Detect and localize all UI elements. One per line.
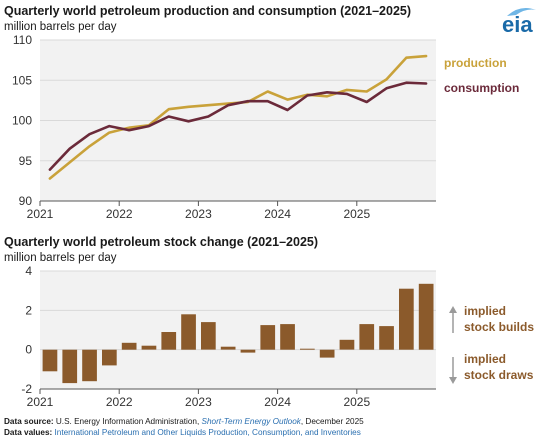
chart1-y-tick-label: 100: [12, 114, 32, 128]
chart2-x-tick-label: 2021: [27, 395, 54, 409]
chart2-y-axis: -2 0 2 4: [21, 264, 32, 396]
chart2-unit-label: million barrels per day: [4, 252, 117, 264]
annotation-builds: implied stock builds: [449, 304, 534, 334]
bar-2025Q2: [379, 326, 394, 350]
bar-2025Q3: [399, 288, 414, 350]
chart2-x-axis: 2021 2022 2023 2024 2025: [27, 388, 436, 409]
chart1-y-tick-label: 105: [12, 73, 32, 87]
chart2-y-tick-label: -2: [21, 382, 32, 396]
chart1-series: [48, 54, 428, 180]
bar-2022Q2: [141, 345, 157, 350]
chart2-x-tick-label: 2025: [343, 395, 370, 409]
source-text: U.S. Energy Information Administration,: [53, 417, 202, 426]
series-line-consumption: [48, 81, 428, 171]
bar-2022Q3: [161, 332, 177, 350]
chart2-plot-area: [40, 271, 436, 389]
bar-2025Q1: [359, 324, 375, 350]
legend-production: production: [444, 56, 507, 70]
eia-logo-swoosh: [507, 8, 536, 16]
bar-2021Q2: [62, 349, 78, 384]
chart1-y-axis: 90 95 100 105 110: [12, 33, 32, 208]
chart1-unit-label: million barrels per day: [4, 21, 117, 33]
eia-logo: eia: [502, 8, 536, 37]
chart1-x-tick-label: 2024: [264, 207, 291, 221]
eia-logo-text: eia: [502, 12, 533, 37]
chart2-x-tick-label: 2022: [106, 395, 133, 409]
source-date: , December 2025: [300, 417, 364, 426]
source-link[interactable]: Short-Term Energy Outlook: [201, 417, 301, 426]
up-arrowhead-icon: [449, 306, 457, 313]
chart2-y-tick-label: 4: [25, 264, 32, 278]
bar-2023Q4: [260, 325, 276, 350]
chart2-x-tick-label: 2023: [185, 395, 212, 409]
bar-2022Q1: [121, 342, 137, 350]
bar-2025Q4: [418, 283, 434, 350]
footer-source: Data source: U.S. Energy Information Adm…: [4, 417, 364, 427]
chart1-x-tick-label: 2025: [343, 207, 370, 221]
annotation-draws-line2: stock draws: [464, 368, 534, 382]
chart2-y-tick-label: 0: [25, 343, 32, 357]
bar-2023Q3: [240, 349, 256, 353]
chart1-title: Quarterly world petroleum production and…: [4, 4, 411, 18]
values-label: Data values:: [4, 428, 53, 437]
bar-2024Q1: [280, 324, 295, 350]
chart1-x-tick-label: 2022: [106, 207, 133, 221]
bar-2024Q4: [339, 339, 355, 350]
bar-2021Q4: [102, 349, 117, 366]
bar-2023Q1: [201, 322, 216, 350]
bar-2022Q4: [181, 314, 196, 350]
chart1-x-tick-label: 2023: [185, 207, 212, 221]
chart2-x-tick-label: 2024: [264, 395, 291, 409]
chart2-y-tick-label: 2: [25, 303, 32, 317]
legend-consumption: consumption: [444, 81, 519, 95]
annotation-draws: implied stock draws: [449, 352, 534, 384]
chart1-y-tick-label: 110: [13, 33, 32, 47]
bar-2024Q3: [319, 349, 335, 358]
bar-2021Q3: [82, 349, 97, 382]
chart1-x-axis: 2021 2022 2023 2024 2025: [27, 200, 436, 221]
bar-2024Q2: [300, 348, 315, 350]
chart1-y-tick-label: 90: [19, 194, 33, 208]
chart2-bars: [42, 283, 434, 384]
values-link[interactable]: International Petroleum and Other Liquid…: [52, 428, 361, 437]
chart1-x-tick-label: 2021: [27, 207, 54, 221]
annotation-builds-line2: stock builds: [464, 320, 534, 334]
bar-2023Q2: [220, 346, 236, 350]
down-arrowhead-icon: [449, 377, 457, 384]
chart1-y-tick-label: 95: [19, 154, 33, 168]
bar-2021Q1: [42, 349, 58, 372]
source-label: Data source:: [4, 417, 54, 426]
footer-values: Data values: International Petroleum and…: [4, 428, 361, 438]
annotation-draws-line1: implied: [464, 352, 506, 366]
annotation-builds-line1: implied: [464, 304, 506, 318]
chart2-title: Quarterly world petroleum stock change (…: [4, 235, 318, 249]
